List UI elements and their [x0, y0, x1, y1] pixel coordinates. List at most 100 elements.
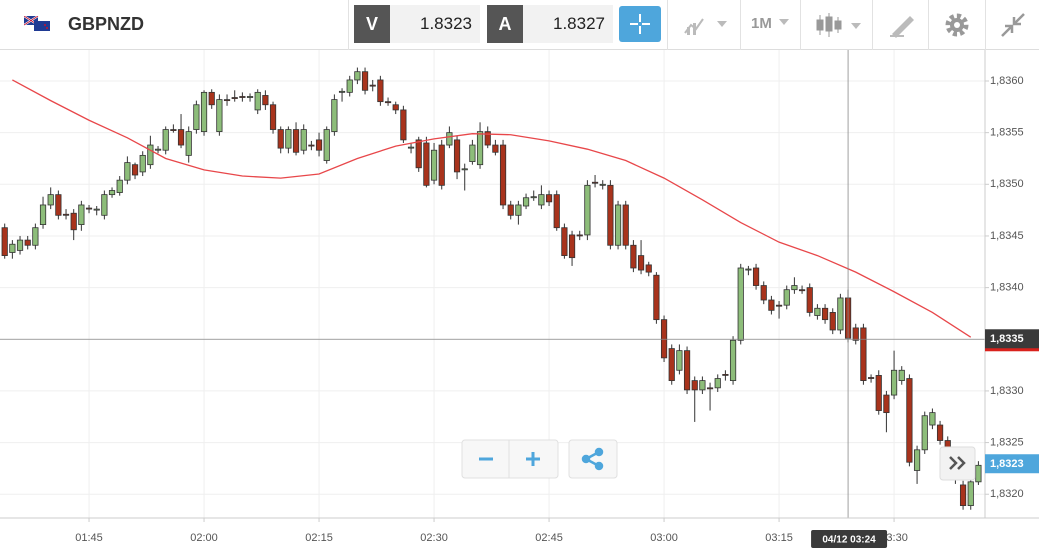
candle-body: [599, 183, 606, 186]
candle-body: [860, 327, 867, 381]
candle-body: [515, 204, 522, 216]
candle-body: [32, 227, 39, 246]
candle-body: [101, 194, 108, 216]
last-price-box: [985, 454, 1039, 474]
candle-body: [116, 179, 123, 193]
candle-style-button[interactable]: [815, 11, 865, 39]
candle-body: [361, 71, 369, 91]
candle-body: [85, 207, 93, 210]
candle-body: [975, 464, 982, 483]
zoom-box: [461, 439, 559, 479]
last-price-label: 1,8323: [990, 458, 1024, 470]
crosshair-button[interactable]: [619, 6, 661, 42]
candle-body: [614, 204, 622, 246]
candle-body: [254, 91, 261, 111]
candle-body: [706, 387, 714, 390]
candle-body: [676, 350, 683, 371]
candle-body: [630, 244, 637, 269]
symbol[interactable]: GBPNZD: [68, 14, 144, 34]
candle-body: [821, 307, 829, 321]
candle-body: [177, 129, 185, 146]
y-tick-label: 1,8360: [990, 75, 1024, 87]
crosshair-price-box: [985, 329, 1039, 350]
candle-body: [722, 373, 729, 376]
candle-body: [446, 132, 453, 146]
candle-body: [699, 380, 706, 391]
candle-body: [752, 267, 760, 286]
candle-body: [262, 95, 269, 106]
chart-type-button[interactable]: [683, 13, 729, 37]
candle-body: [70, 212, 77, 231]
zoom-in-button[interactable]: [526, 452, 540, 466]
candle-body: [538, 194, 545, 206]
candle-body: [423, 142, 430, 186]
candle-body: [775, 304, 783, 307]
candle-body: [522, 197, 530, 207]
candle-body: [806, 287, 813, 313]
settings-button[interactable]: [943, 11, 971, 39]
bid-button[interactable]: V: [354, 5, 390, 43]
candle-body: [239, 96, 246, 98]
double-arrow-icon: [949, 456, 966, 470]
candle-body: [400, 109, 407, 141]
candle-body: [637, 255, 645, 271]
moving-average: [12, 79, 972, 338]
candle-body: [499, 144, 507, 206]
candle-body: [193, 104, 200, 130]
candle-body: [16, 239, 24, 251]
scroll-latest-button[interactable]: [939, 446, 976, 481]
candle-body: [453, 139, 461, 173]
candle-body: [568, 234, 576, 259]
candle-body: [308, 144, 315, 147]
x-tick-label: 03:00: [650, 532, 678, 544]
candle-body: [791, 285, 798, 291]
candle-body: [369, 84, 376, 87]
candle-body: [967, 481, 974, 507]
ask-button[interactable]: A: [487, 5, 523, 43]
candle-body: [913, 449, 921, 471]
candle-body: [139, 154, 146, 173]
timeframe-button[interactable]: 1M: [751, 15, 772, 32]
candle-body: [407, 146, 415, 149]
candle-body: [591, 181, 599, 184]
collapse-button[interactable]: [1000, 12, 1026, 38]
candle-body: [553, 194, 560, 229]
candle-body: [668, 348, 675, 381]
bid-price: 1.8323: [390, 5, 480, 43]
candle-body: [377, 79, 384, 103]
zoom-controls: [461, 439, 976, 481]
dropdown-arrow: [779, 19, 789, 25]
axes: 1,8320 1,8325 1,8330 1,8335 1,8340 1,8345 1,83…: [75, 75, 1039, 548]
candle-body: [737, 267, 744, 341]
candle-body: [55, 194, 62, 216]
candle-body: [829, 312, 836, 331]
candle-body: [906, 378, 913, 463]
candle-body: [108, 190, 116, 196]
candle-body: [346, 79, 353, 93]
candle-body: [154, 148, 162, 151]
candle-body: [231, 97, 238, 99]
candle-body: [315, 139, 323, 151]
draw-tool-button[interactable]: [888, 12, 918, 38]
candle-body: [170, 129, 177, 131]
candle-body: [430, 149, 438, 181]
share-button[interactable]: [581, 447, 604, 471]
share-box: [568, 439, 618, 479]
candle-body: [438, 144, 445, 186]
candle-body: [1, 227, 8, 256]
plot-area: [0, 50, 985, 518]
candle-body: [852, 327, 859, 341]
candle-body: [683, 350, 691, 391]
crosshair-time-box: [811, 530, 888, 548]
candle-body: [415, 139, 422, 169]
candle-body: [837, 297, 844, 331]
candle-body: [147, 144, 154, 166]
x-tick-label: 02:15: [305, 532, 333, 544]
candle-body: [338, 90, 346, 93]
candle-body: [384, 101, 392, 104]
candle-body: [929, 412, 936, 426]
y-tick-label: 1,8330: [990, 385, 1024, 397]
x-tick-label: 02:45: [535, 532, 563, 544]
